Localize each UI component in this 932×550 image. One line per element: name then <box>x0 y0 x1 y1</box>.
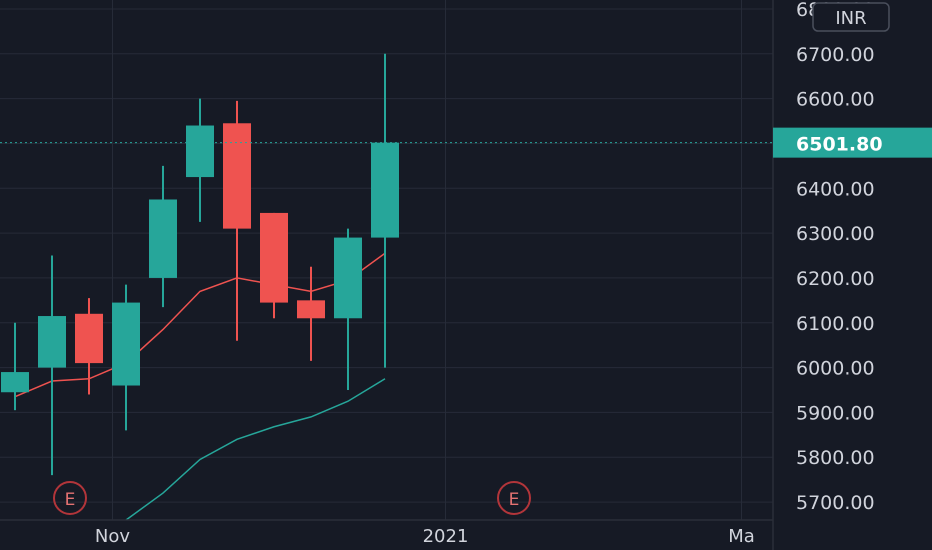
candle[interactable] <box>334 228 362 390</box>
candle[interactable] <box>149 165 177 308</box>
ma-slow-line <box>125 378 386 521</box>
earnings-event-marker[interactable]: E <box>497 481 531 515</box>
time-tick-label: Nov <box>95 526 130 547</box>
candle-body <box>38 316 66 368</box>
candle[interactable] <box>260 212 288 319</box>
candle[interactable] <box>297 266 325 361</box>
price-tick-label: 5800.00 <box>796 447 875 469</box>
currency-badge[interactable]: INR <box>812 2 890 32</box>
candle[interactable] <box>112 284 140 431</box>
candle-body <box>371 142 399 238</box>
candle-body <box>334 237 362 319</box>
candle[interactable] <box>223 100 251 341</box>
candle[interactable] <box>371 53 399 368</box>
event-circle <box>497 481 531 515</box>
price-tick-label: 6100.00 <box>796 313 875 335</box>
candle-body <box>260 212 288 303</box>
ma-fast-line <box>14 252 386 398</box>
time-axis[interactable]: Nov 2021 Ma <box>0 519 773 547</box>
grid-lines <box>0 0 773 520</box>
event-label: E <box>509 490 520 510</box>
price-tick-label: 6600.00 <box>796 89 875 111</box>
price-tick-label: 5900.00 <box>796 402 875 424</box>
candle-body <box>1 372 29 393</box>
moving-average-fast <box>14 252 386 398</box>
time-tick-label: Ma <box>728 526 755 547</box>
candle-body <box>75 313 103 364</box>
event-label: E <box>65 490 76 510</box>
candle-body <box>297 300 325 319</box>
price-tick-label: 6700.00 <box>796 44 875 66</box>
current-price-tag <box>773 127 932 158</box>
price-axis[interactable]: 5700.00 5800.00 5900.00 6000.00 6100.00 6200.… <box>772 0 932 550</box>
moving-average-slow <box>125 378 386 521</box>
time-tick-label: 2021 <box>423 526 469 547</box>
earnings-event-marker[interactable]: E <box>53 481 87 515</box>
current-price-label: 6501.80 <box>796 134 883 156</box>
price-tick-label: 6400.00 <box>796 178 875 200</box>
candle[interactable] <box>1 322 29 411</box>
price-tick-label: 5700.00 <box>796 492 875 514</box>
candle-body <box>112 302 140 386</box>
candle-body <box>149 199 177 278</box>
event-circle <box>53 481 87 515</box>
candle[interactable] <box>75 298 103 395</box>
price-tick-label: 6200.00 <box>796 268 875 290</box>
candle-body <box>186 125 214 178</box>
candle[interactable] <box>186 98 214 222</box>
candle[interactable] <box>38 255 66 476</box>
candles[interactable] <box>1 53 399 476</box>
currency-badge-label: INR <box>835 8 866 29</box>
price-tick-label: 6000.00 <box>796 358 875 380</box>
price-tick-label: 6300.00 <box>796 223 875 245</box>
candle-body <box>223 123 251 229</box>
